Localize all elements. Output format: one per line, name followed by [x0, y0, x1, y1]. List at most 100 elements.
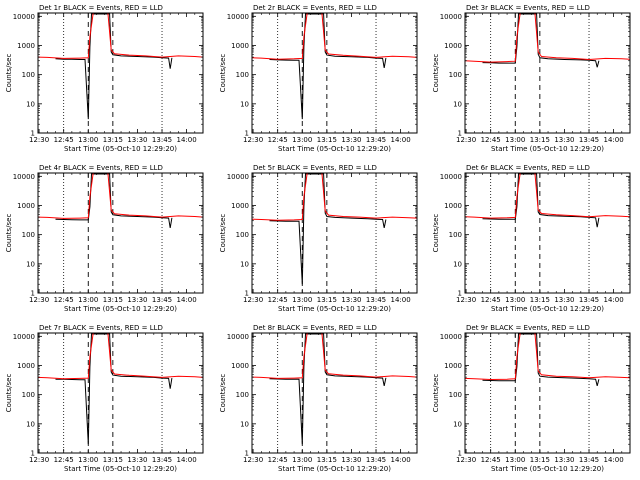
x-tick-label: 12:30 [29, 456, 49, 464]
y-tick-label: 10000 [227, 173, 249, 181]
x-tick-label: 13:15 [530, 136, 550, 144]
y-tick-label: 100 [449, 71, 462, 79]
y-tick-label: 1000 [231, 202, 249, 210]
x-tick-label: 13:30 [127, 456, 147, 464]
x-tick-label: 13:00 [292, 456, 312, 464]
series-group [465, 333, 630, 387]
y-tick-label: 1 [245, 290, 249, 298]
x-tick-label: 13:30 [554, 136, 574, 144]
y-tick-label: 10 [240, 100, 249, 108]
x-tick-label: 13:45 [579, 136, 599, 144]
y-tick-label: 10 [26, 420, 35, 428]
x-tick-label: 13:00 [505, 456, 525, 464]
plot-frame [37, 332, 204, 454]
y-tick-label: 1000 [444, 202, 462, 210]
events-series-line [482, 333, 600, 387]
chart-panel-6: 1 10 100 1000 10000 12:30 12:45 13:00 13:15 13:30… [432, 164, 631, 313]
events-series-line [269, 13, 387, 120]
y-tick-label: 1000 [17, 202, 35, 210]
y-axis-label: Counts/sec [5, 214, 13, 253]
x-axis-label: Start Time (05-Oct-10 12:29:20) [491, 465, 604, 473]
y-tick-label: 1000 [231, 42, 249, 50]
x-axis-label: Start Time (05-Oct-10 12:29:20) [278, 145, 391, 153]
y-tick-label: 100 [22, 231, 35, 239]
events-series-line [482, 173, 600, 228]
lld-series-line [252, 13, 417, 60]
y-tick-label: 100 [449, 231, 462, 239]
x-tick-label: 13:15 [103, 296, 123, 304]
plot-frame [464, 332, 631, 454]
plot-frame [464, 12, 631, 134]
chart-title: Det 4r BLACK = Events, RED = LLD [39, 164, 163, 172]
x-tick-label: 14:00 [177, 296, 197, 304]
x-axis-label: Start Time (05-Oct-10 12:29:20) [278, 305, 391, 313]
y-tick-label: 1 [31, 130, 35, 138]
series-group [252, 13, 417, 120]
chart-panel-7: 1 10 100 1000 10000 12:30 12:45 13:00 13:15 13:30… [5, 324, 204, 473]
x-tick-label: 13:15 [530, 296, 550, 304]
x-tick-label: 13:45 [579, 456, 599, 464]
x-tick-label: 12:45 [268, 456, 288, 464]
y-axis-label: Counts/sec [219, 214, 227, 253]
chart-title: Det 8r BLACK = Events, RED = LLD [253, 324, 377, 332]
x-tick-label: 12:45 [481, 136, 501, 144]
x-tick-label: 13:15 [530, 456, 550, 464]
chart-title: Det 5r BLACK = Events, RED = LLD [253, 164, 377, 172]
y-tick-label: 100 [22, 391, 35, 399]
y-tick-label: 10 [240, 420, 249, 428]
plot-frame [251, 172, 418, 294]
chart-panel-2: 1 10 100 1000 10000 12:30 12:45 13:00 13:15 13:30… [219, 4, 418, 153]
x-tick-label: 13:30 [554, 456, 574, 464]
y-tick-label: 1 [458, 290, 462, 298]
y-axis-label: Counts/sec [219, 54, 227, 93]
x-tick-label: 12:30 [29, 296, 49, 304]
y-axis-label: Counts/sec [5, 374, 13, 413]
chart-panel-4: 1 10 100 1000 10000 12:30 12:45 13:00 13:15 13:30… [5, 164, 204, 313]
x-tick-label: 14:00 [177, 456, 197, 464]
x-tick-label: 12:45 [54, 456, 74, 464]
x-tick-label: 13:15 [317, 136, 337, 144]
y-tick-label: 100 [22, 71, 35, 79]
x-axis-label: Start Time (05-Oct-10 12:29:20) [278, 465, 391, 473]
x-axis-label: Start Time (05-Oct-10 12:29:20) [64, 145, 177, 153]
y-axis-label: Counts/sec [432, 54, 440, 93]
events-series-line [55, 333, 173, 445]
events-series-line [55, 173, 173, 228]
chart-panel-8: 1 10 100 1000 10000 12:30 12:45 13:00 13:15 13:30… [219, 324, 418, 473]
x-tick-label: 12:30 [456, 296, 476, 304]
x-tick-label: 14:00 [391, 136, 411, 144]
x-tick-label: 12:45 [268, 136, 288, 144]
y-tick-label: 1 [458, 450, 462, 458]
x-axis-label: Start Time (05-Oct-10 12:29:20) [491, 145, 604, 153]
x-tick-label: 13:00 [292, 296, 312, 304]
x-tick-label: 12:45 [481, 456, 501, 464]
y-tick-label: 10 [453, 420, 462, 428]
x-tick-label: 14:00 [604, 296, 624, 304]
x-tick-label: 14:00 [177, 136, 197, 144]
series-group [465, 13, 630, 68]
x-tick-label: 13:15 [317, 296, 337, 304]
events-series-line [269, 173, 387, 285]
y-tick-label: 100 [236, 71, 249, 79]
x-tick-label: 13:15 [103, 136, 123, 144]
y-tick-label: 1000 [444, 362, 462, 370]
x-tick-label: 13:00 [78, 296, 98, 304]
plot-frame [37, 172, 204, 294]
x-tick-label: 12:30 [456, 136, 476, 144]
y-tick-label: 1 [245, 130, 249, 138]
plot-frame [464, 172, 631, 294]
x-tick-label: 14:00 [604, 136, 624, 144]
y-tick-label: 10000 [440, 333, 462, 341]
y-axis-label: Counts/sec [432, 214, 440, 253]
x-tick-label: 13:45 [152, 136, 172, 144]
x-tick-label: 12:45 [481, 296, 501, 304]
x-tick-label: 12:30 [243, 456, 263, 464]
y-tick-label: 10 [26, 260, 35, 268]
x-tick-label: 12:30 [456, 456, 476, 464]
chart-panel-5: 1 10 100 1000 10000 12:30 12:45 13:00 13:15 13:30… [219, 164, 418, 313]
chart-title: Det 9r BLACK = Events, RED = LLD [466, 324, 590, 332]
x-tick-label: 13:30 [341, 296, 361, 304]
x-axis-label: Start Time (05-Oct-10 12:29:20) [64, 305, 177, 313]
chart-panel-1: 1 10 100 1000 10000 12:30 12:45 13:00 13:15 13:30… [5, 4, 204, 153]
y-axis-label: Counts/sec [432, 374, 440, 413]
